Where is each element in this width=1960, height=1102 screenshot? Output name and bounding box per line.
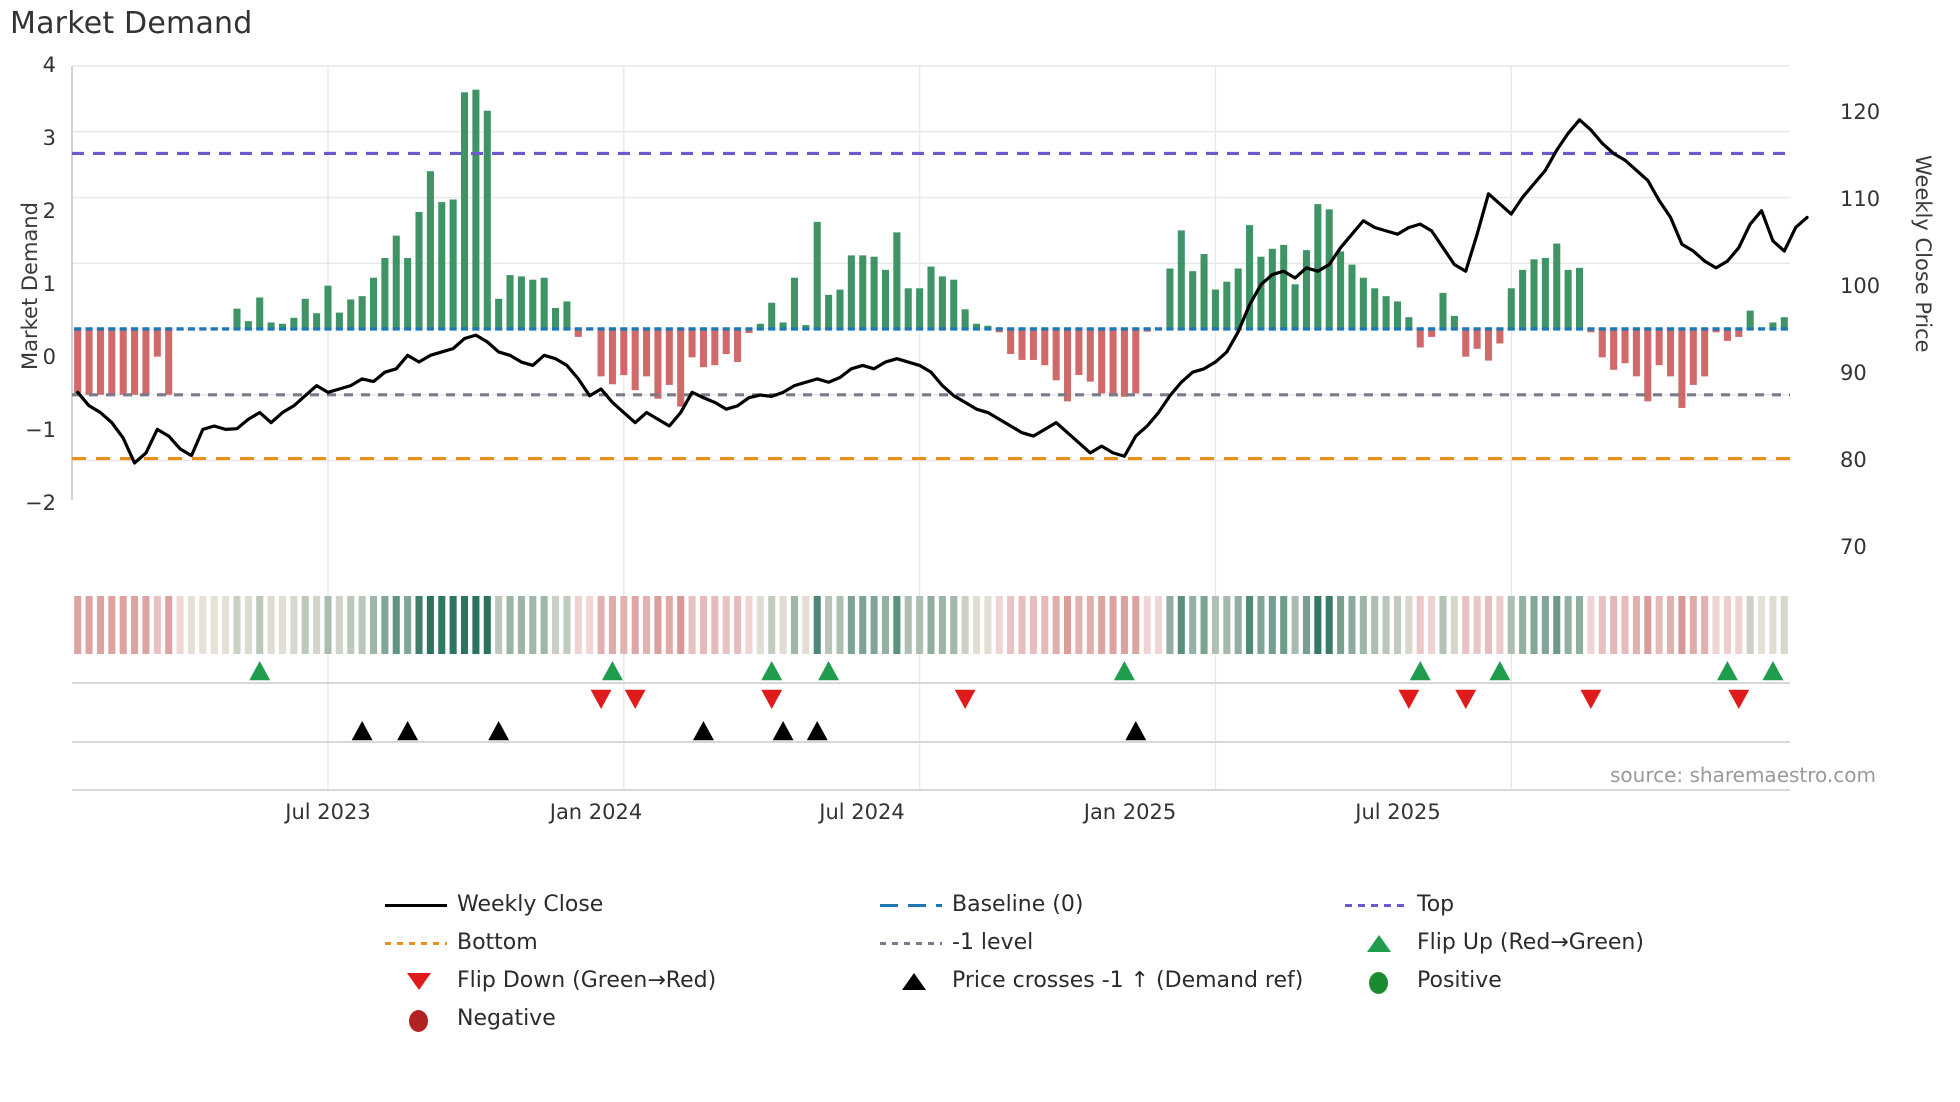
y-tick-right-5: 70: [1840, 535, 1867, 559]
dotted-line-orange-icon: [385, 932, 447, 954]
page-title: Market Demand: [10, 6, 253, 41]
legend-item-positive[interactable]: Positive: [1345, 968, 1502, 994]
y-tick-right-1: 110: [1840, 187, 1881, 211]
legend-item-minus-one-level[interactable]: -1 level: [880, 930, 1033, 955]
triangle-down-red-icon: [385, 970, 447, 992]
circle-green-icon: [1345, 970, 1407, 994]
x-tick-1: Jan 2024: [549, 800, 643, 824]
y-tick-left-0: 4: [42, 53, 56, 77]
x-tick-4: Jul 2025: [1355, 800, 1441, 824]
legend-label: Bottom: [457, 930, 538, 955]
legend-label: Weekly Close: [457, 892, 604, 917]
dotted-line-purple-icon: [1345, 894, 1407, 916]
y-tick-left-6: −2: [25, 491, 56, 515]
triangle-up-green-icon: [1345, 932, 1407, 954]
legend-label: Baseline (0): [952, 892, 1084, 917]
legend-item-weekly-close[interactable]: Weekly Close: [385, 892, 603, 917]
legend-label: Price crosses -1 ↑ (Demand ref): [952, 968, 1304, 993]
legend-item-bottom[interactable]: Bottom: [385, 930, 538, 955]
legend-label: Flip Down (Green→Red): [457, 968, 717, 993]
circle-red-icon: [385, 1008, 447, 1032]
y-tick-right-4: 80: [1840, 448, 1867, 472]
y-tick-left-2: 2: [42, 199, 56, 223]
x-tick-3: Jan 2025: [1083, 800, 1177, 824]
legend-label: Positive: [1417, 968, 1502, 993]
legend-label: Negative: [457, 1006, 556, 1031]
y-tick-left-3: 1: [42, 272, 56, 296]
dashed-line-blue-icon: [880, 894, 942, 916]
legend-item-baseline[interactable]: Baseline (0): [880, 892, 1083, 917]
y-tick-right-3: 90: [1840, 361, 1867, 385]
x-tick-0: Jul 2023: [285, 800, 371, 824]
dotted-line-gray-icon: [880, 932, 942, 954]
line-icon: [385, 894, 447, 916]
source-note: source: sharemaestro.com: [1610, 763, 1876, 787]
legend-item-top[interactable]: Top: [1345, 892, 1454, 917]
x-tick-2: Jul 2024: [819, 800, 905, 824]
legend-item-price-cross[interactable]: Price crosses -1 ↑ (Demand ref): [880, 968, 1303, 993]
y-tick-left-4: 0: [42, 345, 56, 369]
legend-label: Top: [1417, 892, 1455, 917]
legend-item-negative[interactable]: Negative: [385, 1006, 556, 1032]
y-tick-left-1: 3: [42, 126, 56, 150]
legend-item-flip-down[interactable]: Flip Down (Green→Red): [385, 968, 716, 993]
legend-label: -1 level: [952, 930, 1034, 955]
legend-item-flip-up[interactable]: Flip Up (Red→Green): [1345, 930, 1644, 955]
y-tick-right-2: 100: [1840, 274, 1881, 298]
y-tick-left-5: −1: [25, 418, 56, 442]
triangle-up-black-icon: [880, 970, 942, 992]
y-tick-right-0: 120: [1840, 100, 1881, 124]
legend-label: Flip Up (Red→Green): [1417, 930, 1644, 955]
plot-canvas: [71, 65, 1809, 791]
